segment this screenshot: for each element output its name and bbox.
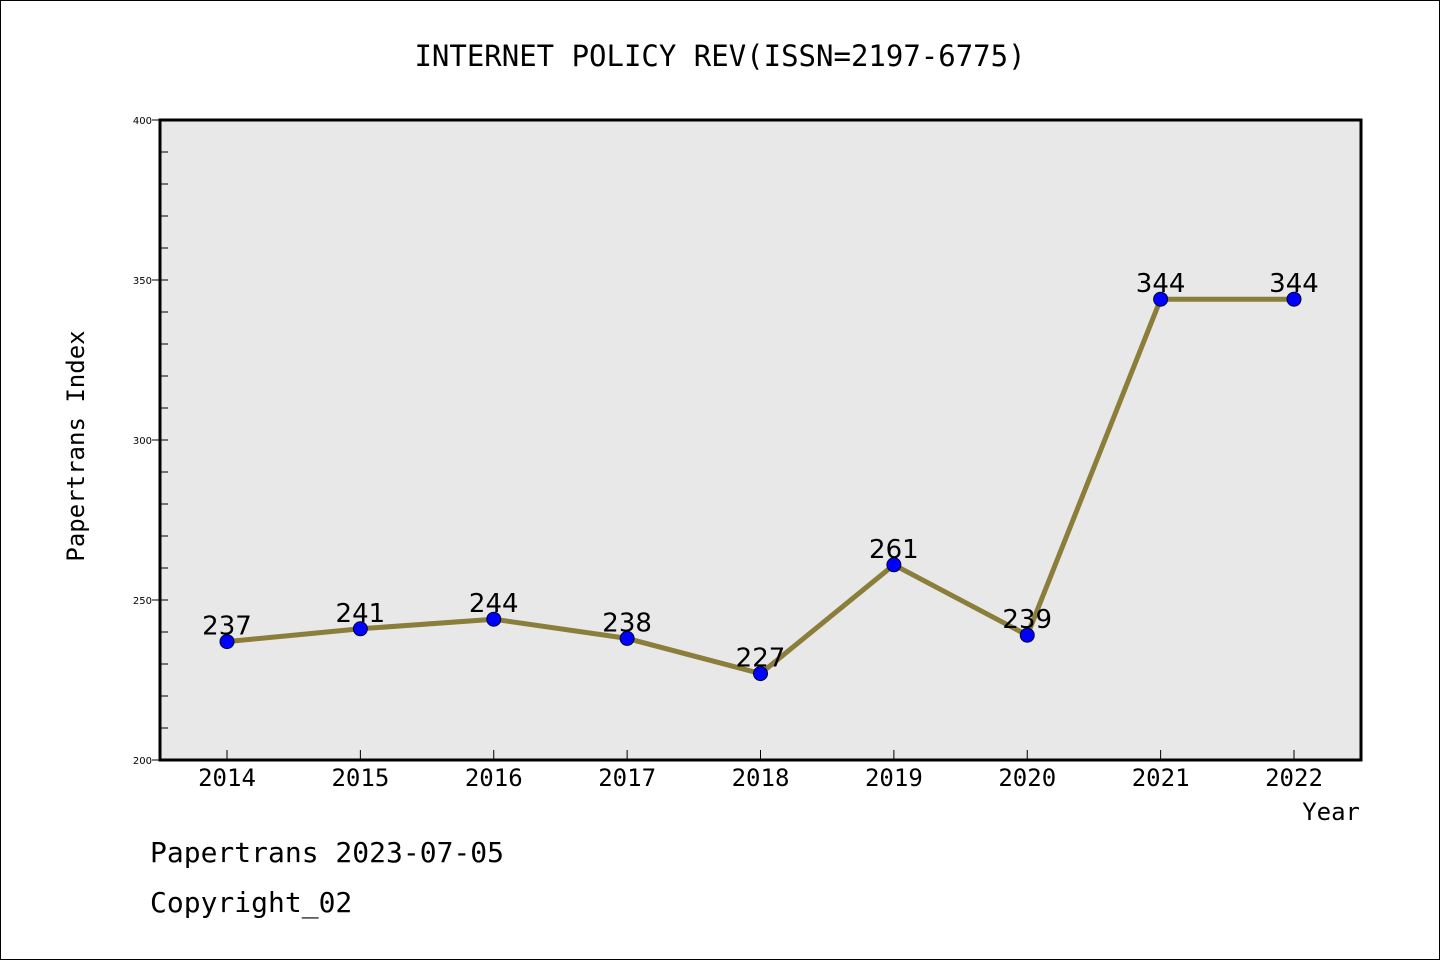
y-tick-label: 350 xyxy=(133,276,152,287)
x-axis-ticks: 2014 2015 2016 2017 2018 2019 2020 2021 2022 xyxy=(198,750,1323,792)
data-point xyxy=(619,630,635,646)
data-point xyxy=(1153,291,1169,307)
footer-date: Papertrans 2023-07-05 xyxy=(150,836,505,869)
x-tick-label: 2016 xyxy=(465,764,523,792)
data-point xyxy=(753,666,768,682)
plot-area xyxy=(158,118,1363,762)
y-tick-label: 250 xyxy=(133,596,152,607)
y-tick-label: 300 xyxy=(133,436,152,447)
x-tick-label: 2014 xyxy=(198,764,256,792)
y-minor-ticks xyxy=(160,119,168,761)
data-markers xyxy=(219,291,1302,682)
x-tick-label: 2018 xyxy=(732,764,790,792)
y-tick-label: 400 xyxy=(133,116,152,127)
data-label: 239 xyxy=(1002,605,1052,635)
x-tick-label: 2015 xyxy=(331,764,389,792)
data-point xyxy=(352,621,368,637)
x-tick-label: 2017 xyxy=(598,764,656,792)
data-point xyxy=(1019,627,1035,643)
x-tick-label: 2021 xyxy=(1132,764,1190,792)
data-label: 244 xyxy=(469,589,519,619)
x-axis-label: Year xyxy=(1302,798,1360,826)
data-point xyxy=(1286,291,1302,307)
data-label: 261 xyxy=(869,535,919,565)
chart-title: INTERNET POLICY REV(ISSN=2197-6775) xyxy=(414,39,1025,73)
y-axis-ticks: 200 250 300 350 400 xyxy=(133,116,160,767)
data-label: 344 xyxy=(1136,269,1186,299)
data-labels: 237 241 244 238 227 261 239 344 344 xyxy=(202,269,1319,673)
x-tick-label: 2019 xyxy=(865,764,923,792)
data-label: 344 xyxy=(1269,269,1319,299)
data-label: 238 xyxy=(602,608,652,638)
y-axis-label: Papertrans Index xyxy=(62,330,90,561)
y-tick-label: 200 xyxy=(133,756,152,767)
data-label: 241 xyxy=(336,599,386,629)
x-tick-label: 2022 xyxy=(1265,764,1323,792)
x-tick-label: 2020 xyxy=(998,764,1056,792)
data-point xyxy=(219,634,235,650)
data-label: 227 xyxy=(736,644,786,674)
data-point xyxy=(886,557,902,573)
data-label: 237 xyxy=(202,612,252,642)
footer-copyright: Copyright_02 xyxy=(150,886,353,919)
data-point xyxy=(486,611,502,627)
